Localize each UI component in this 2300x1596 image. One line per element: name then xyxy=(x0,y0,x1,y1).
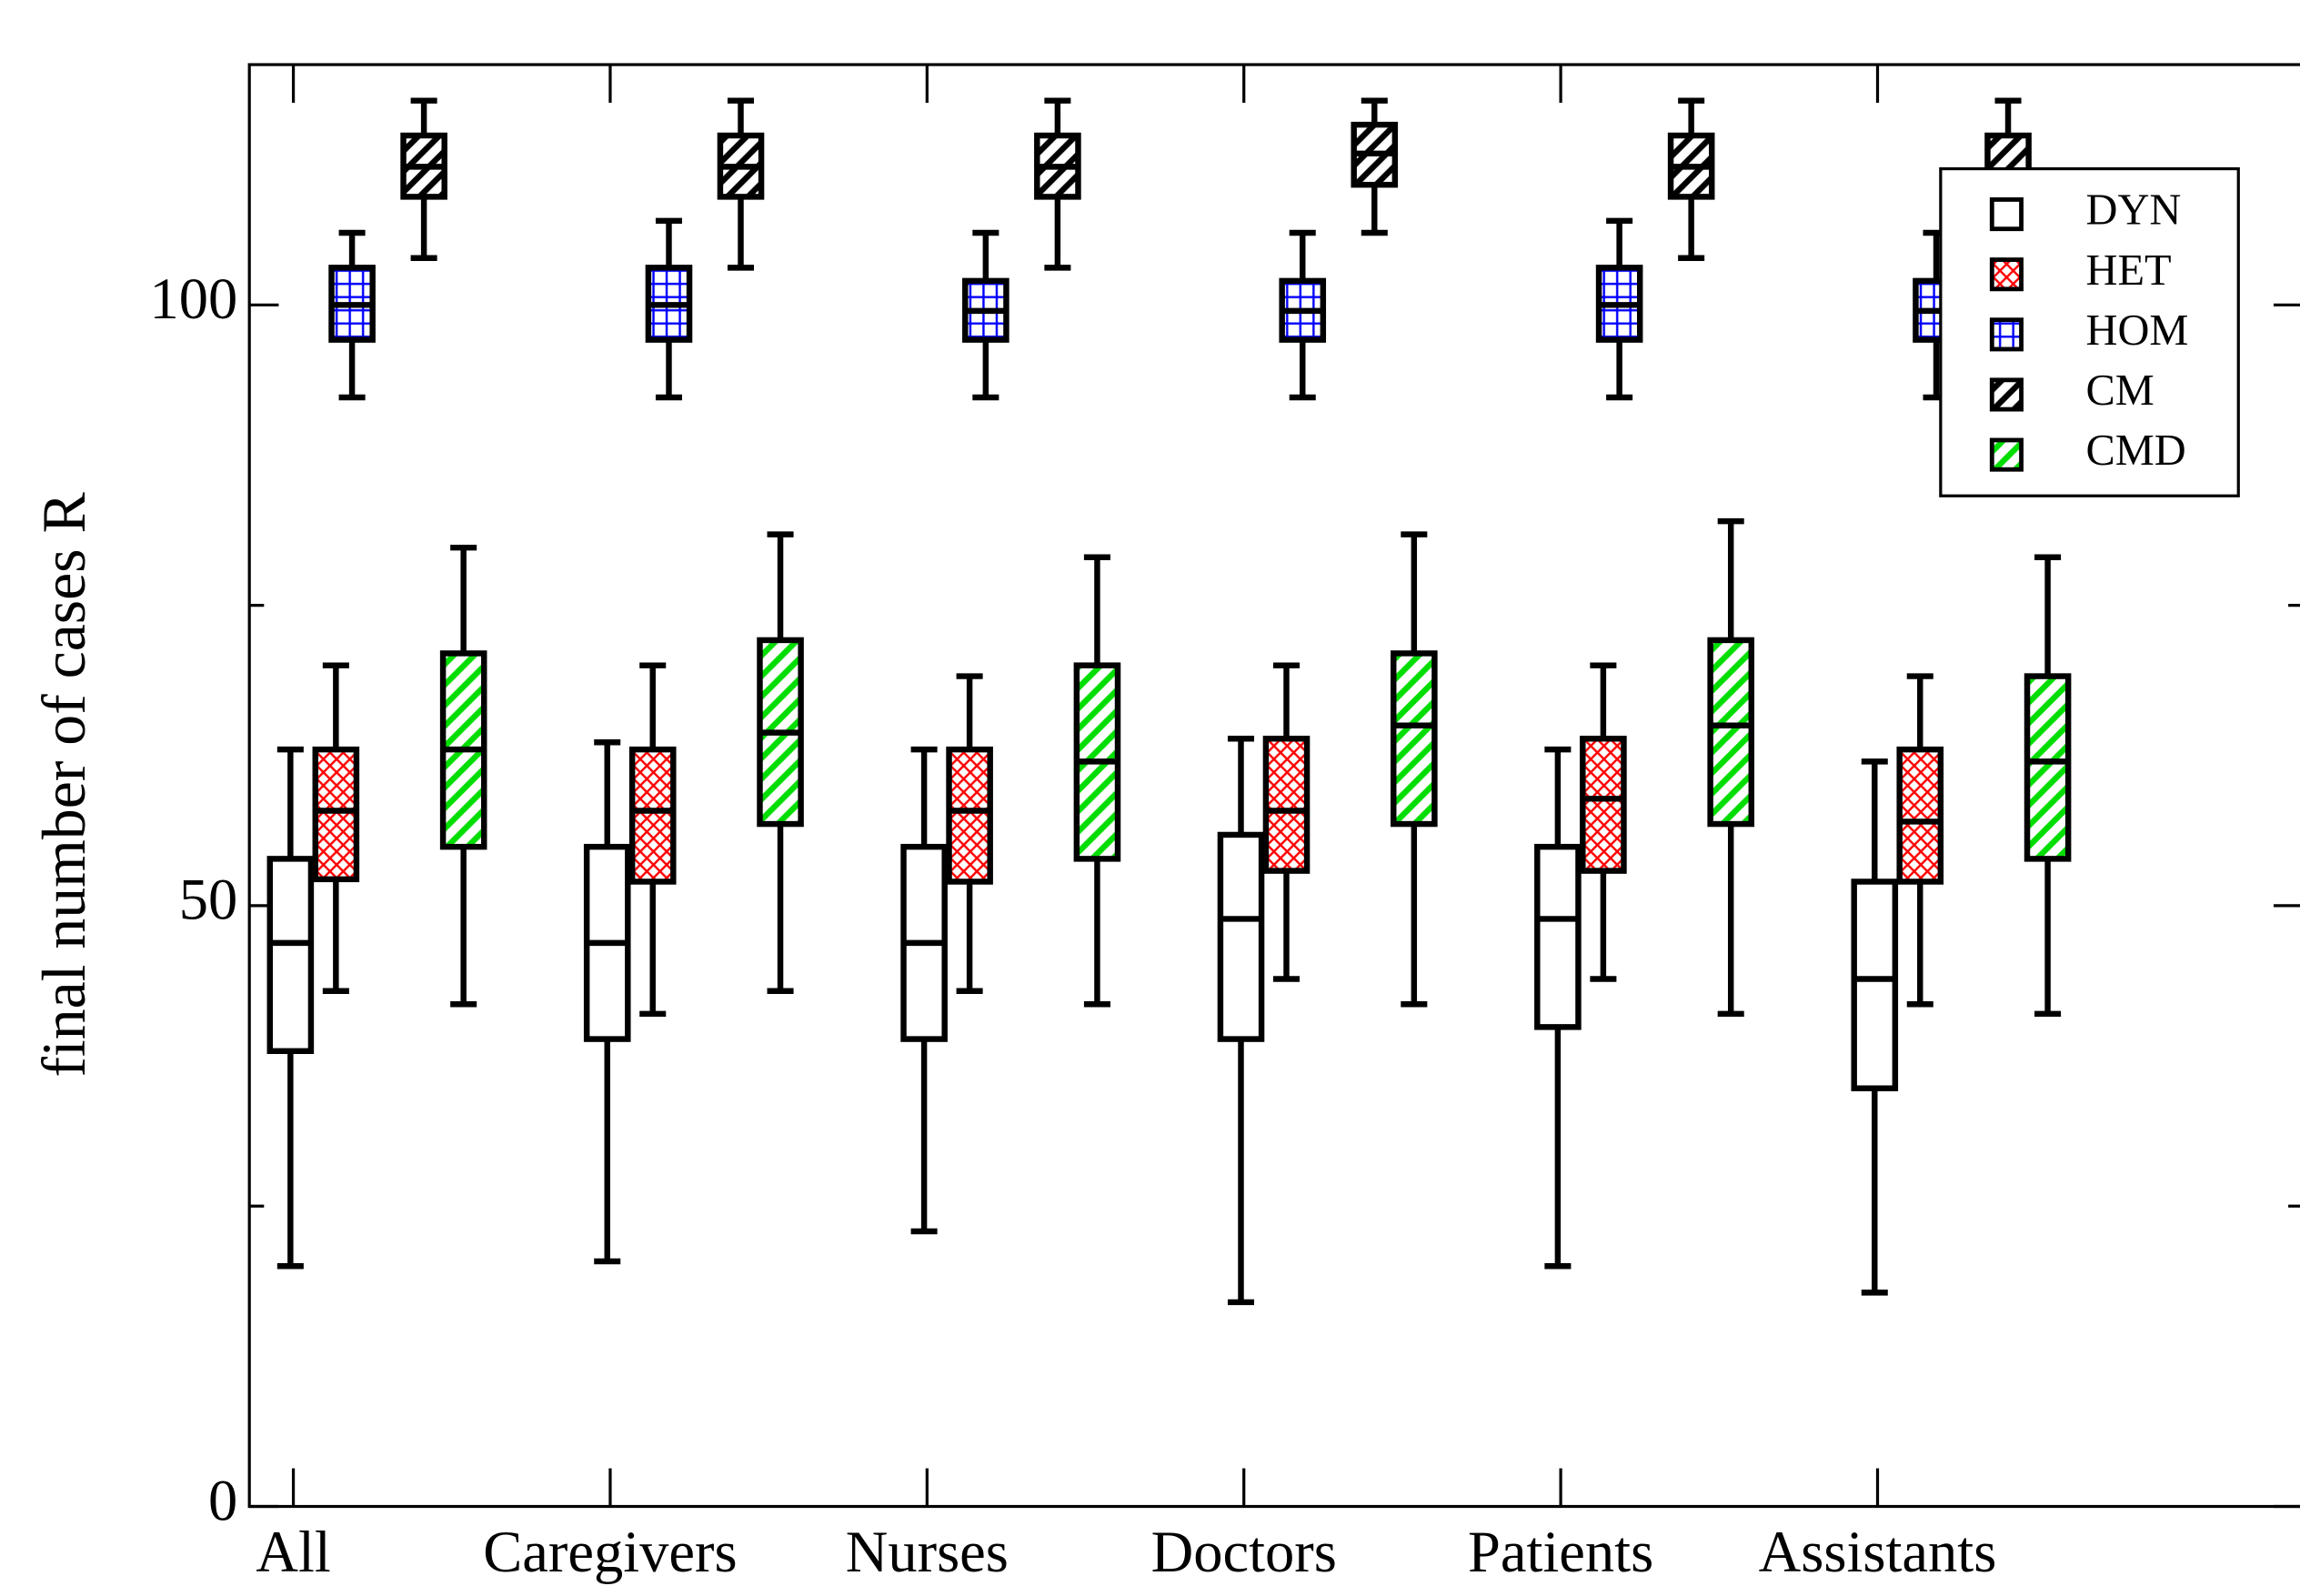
legend-label: HET xyxy=(2086,246,2172,295)
legend-swatch xyxy=(1989,377,2024,412)
y-axis-label: final number of cases R xyxy=(30,492,98,1078)
legend-label: CM xyxy=(2086,366,2154,415)
box xyxy=(628,746,677,885)
legend-label: DYN xyxy=(2086,186,2182,235)
box xyxy=(1217,831,1265,1042)
legend-swatch xyxy=(1989,197,2024,232)
y-tick-label: 0 xyxy=(208,1468,237,1532)
box xyxy=(1262,736,1311,874)
box xyxy=(1707,637,1755,828)
legend-label: CMD xyxy=(2086,427,2186,475)
legend-swatch xyxy=(1989,257,2024,292)
box xyxy=(1851,878,1899,1091)
box xyxy=(946,746,993,885)
box xyxy=(1580,736,1627,874)
y-tick-label: 50 xyxy=(179,868,238,932)
x-tick-label: All xyxy=(256,1520,330,1584)
box xyxy=(1391,650,1438,828)
legend-swatch xyxy=(1989,317,2024,352)
legend-swatch xyxy=(1989,437,2024,472)
x-tick-label: Nurses xyxy=(846,1520,1009,1584)
legend-label: HOM xyxy=(2086,306,2189,355)
x-tick-label: Caregivers xyxy=(483,1520,737,1584)
x-tick-label: Doctors xyxy=(1151,1520,1337,1584)
box xyxy=(1896,746,1944,885)
box xyxy=(2024,673,2072,862)
plot-frame xyxy=(247,63,2300,1509)
box xyxy=(266,856,315,1055)
y-tick-label: 100 xyxy=(150,266,238,331)
box xyxy=(1534,843,1582,1030)
x-tick-label: Assistants xyxy=(1759,1520,1997,1584)
x-tick-label: Patients xyxy=(1468,1520,1653,1584)
box xyxy=(312,746,360,883)
